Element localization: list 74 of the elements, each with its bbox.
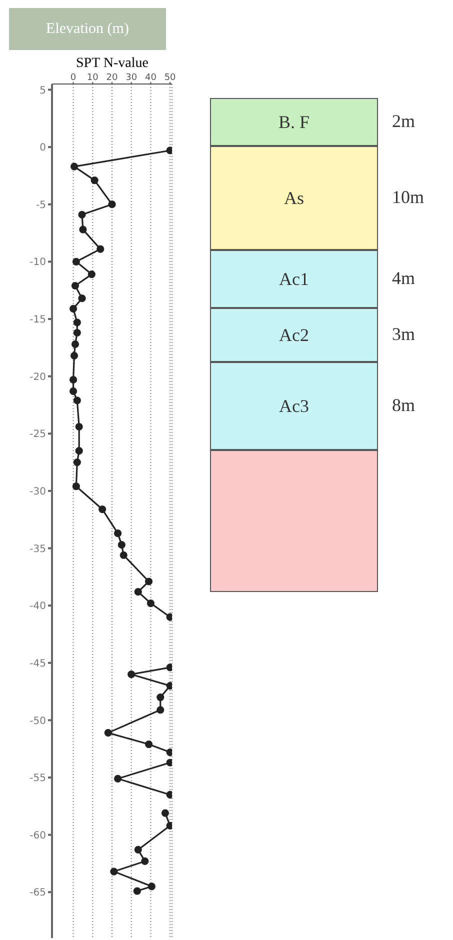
point: [156, 693, 164, 702]
point: [90, 176, 98, 184]
x-tick-label: 40: [144, 73, 157, 83]
y-axis-title: Elevation (m): [9, 8, 166, 50]
x-tick-label: 10: [86, 73, 99, 83]
point: [128, 670, 136, 678]
point: [73, 396, 81, 404]
text: 2m: [392, 111, 416, 132]
x-tick-label: 0: [70, 73, 76, 83]
point: [110, 868, 118, 876]
y-tick-label: 5: [40, 85, 46, 96]
point: [141, 857, 149, 865]
point: [114, 774, 122, 782]
point: [118, 541, 126, 549]
point: [98, 505, 106, 514]
y-tick-label: 0: [40, 142, 46, 154]
text: Ac1: [210, 250, 378, 308]
point: [73, 318, 81, 326]
point: [70, 162, 78, 170]
text: 3m: [392, 324, 416, 345]
point: [79, 226, 87, 234]
point: [96, 245, 104, 253]
point: [146, 599, 155, 608]
y-tick-label: -40: [30, 601, 46, 612]
point: [148, 882, 156, 890]
y-tick-label: -50: [30, 716, 46, 727]
point: [69, 304, 78, 312]
x-tick-label: 20: [106, 73, 118, 83]
point: [144, 740, 153, 748]
point: [144, 578, 153, 586]
point: [72, 482, 80, 490]
point: [108, 200, 116, 208]
point: [161, 809, 170, 817]
x-tick-label: 30: [126, 73, 138, 83]
point: [104, 729, 112, 737]
text: Ac3: [210, 362, 378, 450]
point: [71, 282, 80, 290]
point: [156, 706, 164, 714]
y-tick-label: -65: [30, 888, 46, 899]
point: [70, 352, 78, 360]
point: [133, 887, 141, 895]
y-tick-label: -20: [30, 372, 46, 383]
y-tick-label: -10: [30, 257, 46, 268]
point: [134, 846, 142, 854]
x-axis-title: SPT N-value: [76, 56, 148, 72]
point: [69, 387, 78, 396]
text: Ac2: [210, 308, 378, 362]
point: [78, 210, 86, 218]
y-tick-label: -35: [30, 544, 46, 555]
text: 10m: [392, 187, 424, 208]
text: B. F: [210, 98, 378, 146]
point: [114, 530, 122, 538]
point: [78, 294, 86, 302]
x-tick-label: 50: [164, 73, 176, 83]
point: [120, 551, 128, 559]
point: [71, 340, 80, 348]
point: [75, 447, 83, 455]
y-tick-label: -45: [30, 658, 46, 670]
y-tick-label: -5: [36, 200, 46, 211]
y-tick-label: -30: [30, 486, 46, 498]
y-tick-label: -55: [30, 773, 46, 784]
text: As: [210, 146, 378, 250]
point: [72, 258, 80, 266]
y-tick-label: -60: [30, 830, 46, 842]
y-tick-label: -15: [30, 314, 46, 326]
point: [73, 458, 81, 466]
point: [75, 422, 83, 431]
text: 4m: [392, 268, 416, 289]
point: [73, 328, 81, 337]
y-tick-label: -25: [30, 429, 46, 440]
point: [88, 270, 96, 278]
text: 8m: [392, 395, 416, 416]
point: [134, 588, 142, 596]
point: [69, 376, 78, 384]
